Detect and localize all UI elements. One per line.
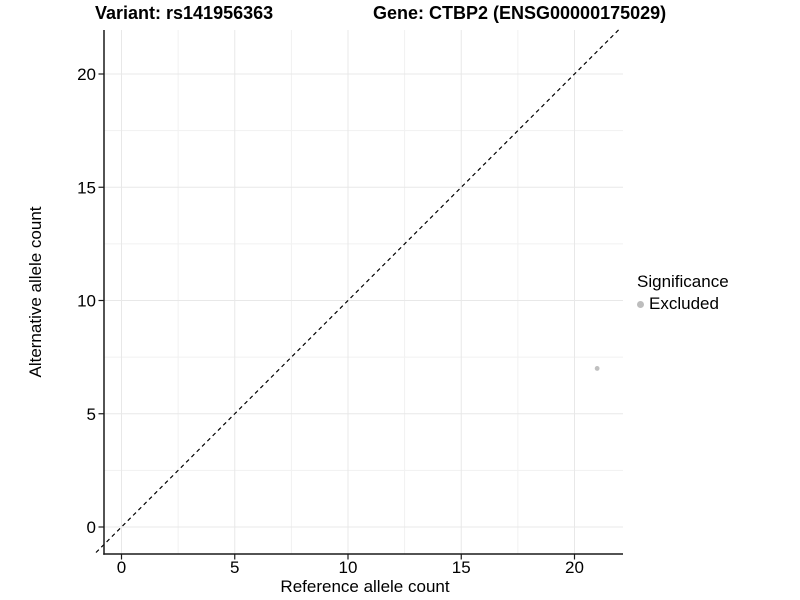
excluded-point-icon <box>637 300 644 308</box>
legend-item-excluded: Excluded <box>637 294 729 314</box>
legend: Significance Excluded <box>637 272 729 314</box>
legend-title: Significance <box>637 272 729 291</box>
y-tick-label: 10 <box>77 292 96 311</box>
data-point <box>594 366 600 371</box>
legend-item-label: Excluded <box>649 294 719 313</box>
x-tick-label: 15 <box>452 558 471 577</box>
x-tick-label: 5 <box>230 558 239 577</box>
y-tick-label: 20 <box>77 65 96 84</box>
y-tick-label: 15 <box>77 178 96 197</box>
x-tick-label: 20 <box>565 558 584 577</box>
x-tick-label: 10 <box>339 558 358 577</box>
identity-reference-line <box>95 27 622 553</box>
x-tick-label: 0 <box>117 558 126 577</box>
variant-title: Variant: rs141956363 <box>95 3 274 23</box>
y-tick-label: 0 <box>87 518 96 537</box>
x-axis-title: Reference allele count <box>280 577 450 596</box>
gene-title: Gene: CTBP2 (ENSG00000175029) <box>373 3 667 23</box>
y-tick-label: 5 <box>87 405 96 424</box>
